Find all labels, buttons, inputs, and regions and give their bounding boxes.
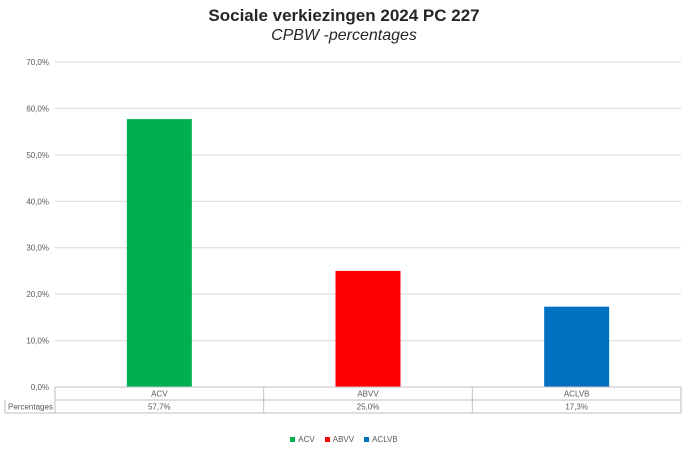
legend-swatch [324, 437, 330, 442]
table-row-label: Percentages [8, 403, 53, 412]
legend-label: ABVV [332, 435, 355, 444]
bar-acv [126, 119, 192, 387]
y-tick-label: 60,0% [26, 104, 49, 113]
bar-aclvb [544, 306, 610, 387]
legend-item-acv: ACV [290, 435, 315, 444]
category-label: ACLVB [564, 390, 590, 399]
table-value: 17,3% [565, 403, 588, 412]
table-value: 57,7% [148, 403, 171, 412]
legend-item-abvv: ABVV [324, 435, 355, 444]
y-tick-label: 10,0% [26, 337, 49, 346]
category-label: ABVV [357, 390, 379, 399]
bar-abvv [335, 270, 401, 387]
legend-label: ACLVB [372, 435, 398, 444]
chart-title: Sociale verkiezingen 2024 PC 227 [208, 6, 480, 25]
chart-subtitle: CPBW -percentages [271, 27, 417, 44]
legend-label: ACV [298, 435, 315, 444]
legend-item-aclvb: ACLVB [364, 435, 398, 444]
y-tick-label: 40,0% [26, 197, 49, 206]
category-label: ACV [151, 390, 168, 399]
y-tick-label: 70,0% [26, 58, 49, 67]
table-value: 25,0% [357, 403, 380, 412]
bar-chart: 0,0% 10,0% 20,0% 30,0% 40,0% 50,0% 60,0% 70,0% P… [4, 58, 682, 414]
legend-swatch [364, 437, 370, 442]
y-tick-label: 0,0% [31, 383, 49, 392]
y-tick-label: 30,0% [26, 244, 49, 253]
y-tick-label: 20,0% [26, 290, 49, 299]
y-tick-label: 50,0% [26, 151, 49, 160]
chart-legend: ACV ABVV ACLVB [0, 435, 688, 444]
legend-swatch [290, 437, 296, 442]
